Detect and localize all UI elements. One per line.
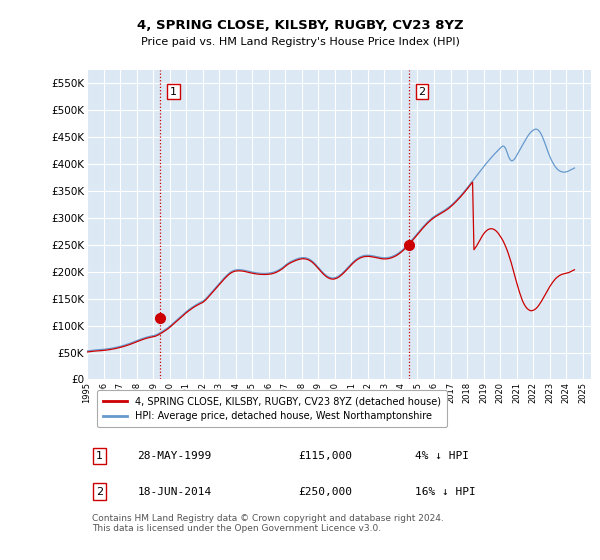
Text: 1: 1 (96, 451, 103, 461)
Text: 4% ↓ HPI: 4% ↓ HPI (415, 451, 469, 461)
Text: Contains HM Land Registry data © Crown copyright and database right 2024.
This d: Contains HM Land Registry data © Crown c… (92, 514, 444, 533)
Text: 2: 2 (418, 87, 425, 97)
Text: 16% ↓ HPI: 16% ↓ HPI (415, 487, 475, 497)
Text: 2: 2 (96, 487, 103, 497)
Text: Price paid vs. HM Land Registry's House Price Index (HPI): Price paid vs. HM Land Registry's House … (140, 37, 460, 47)
Text: £250,000: £250,000 (299, 487, 353, 497)
Text: 18-JUN-2014: 18-JUN-2014 (137, 487, 212, 497)
Legend: 4, SPRING CLOSE, KILSBY, RUGBY, CV23 8YZ (detached house), HPI: Average price, d: 4, SPRING CLOSE, KILSBY, RUGBY, CV23 8YZ… (97, 390, 446, 427)
Text: 4, SPRING CLOSE, KILSBY, RUGBY, CV23 8YZ: 4, SPRING CLOSE, KILSBY, RUGBY, CV23 8YZ (137, 18, 463, 32)
Text: 1: 1 (170, 87, 177, 97)
Text: £115,000: £115,000 (299, 451, 353, 461)
Text: 28-MAY-1999: 28-MAY-1999 (137, 451, 212, 461)
